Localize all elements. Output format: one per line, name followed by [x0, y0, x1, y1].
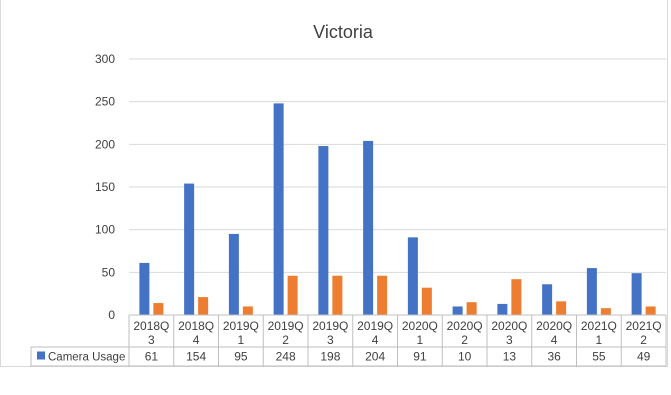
chart-frame: Victoria 0 50 100 150 200 250 300 2018Q 3 2018Q 4…: [0, 0, 668, 367]
mbs-usage-bar: [511, 279, 522, 315]
table-cell-value: 95: [234, 350, 248, 364]
camera-usage-bar: [184, 183, 195, 315]
camera-usage-bar: [542, 284, 553, 315]
y-tick-label: 100: [95, 223, 115, 237]
y-tick-label: 50: [102, 265, 116, 279]
x-category-label: 2021Q 1: [581, 319, 617, 347]
table-cell-value: 13: [503, 350, 517, 364]
mbs-usage-bar: [421, 287, 432, 315]
table-cell-value: 204: [365, 350, 385, 364]
y-tick-label: 0: [108, 308, 115, 322]
mbs-usage-bar: [242, 306, 253, 315]
gridlines: [129, 58, 666, 316]
camera-usage-bar: [452, 306, 463, 315]
bars: [139, 103, 656, 315]
table-cell-value: 49: [637, 350, 651, 364]
chart-svg: Victoria 0 50 100 150 200 250 300 2018Q 3 2018Q 4…: [30, 22, 667, 367]
x-category-label: 2019Q 3: [312, 319, 348, 347]
mbs-usage-bar: [556, 301, 567, 315]
table-cell-value: 248: [276, 350, 296, 364]
y-tick-label: 250: [95, 95, 115, 109]
mbs-usage-bar: [466, 302, 477, 315]
table-cell-value: 55: [592, 350, 606, 364]
x-category-label: 2018Q 4: [178, 319, 214, 347]
legend-swatch: [37, 351, 45, 360]
x-category-label: 2019Q 1: [223, 319, 259, 347]
camera-usage-bar: [273, 103, 284, 315]
camera-usage-bar: [631, 273, 642, 315]
x-category-label: 2021Q 2: [626, 319, 662, 347]
table-cell-value: 198: [320, 350, 340, 364]
y-tick-label: 150: [95, 180, 115, 194]
mbs-usage-bar: [645, 306, 656, 315]
camera-usage-bar: [407, 237, 418, 315]
x-category-label: 2020Q 3: [491, 319, 527, 347]
chart-title: Victoria: [313, 22, 374, 42]
x-category-label: 2019Q 4: [357, 319, 393, 347]
x-category-label: 2018Q 3: [133, 319, 169, 347]
table-cell-value: 61: [145, 350, 159, 364]
y-axis-ticks: 0 50 100 150 200 250 300: [95, 52, 115, 322]
x-category-label: 2020Q 4: [536, 319, 572, 347]
x-category-label: 2019Q 2: [268, 319, 304, 347]
camera-usage-bar: [586, 268, 597, 315]
camera-usage-bar: [139, 262, 150, 315]
camera-usage-bar: [363, 140, 374, 315]
camera-usage-bar: [318, 146, 329, 315]
table-cell-value: 36: [547, 350, 561, 364]
y-tick-label: 200: [95, 137, 115, 151]
series-label: Camera Usage: [48, 352, 125, 364]
mbs-usage-bar: [332, 275, 343, 315]
mbs-usage-bar: [287, 275, 298, 315]
table-cell-value: 10: [458, 350, 472, 364]
x-category-label: 2020Q 2: [447, 319, 483, 347]
y-tick-label: 300: [95, 52, 115, 66]
camera-usage-bar: [228, 233, 239, 315]
table-cell-value: 91: [413, 350, 427, 364]
mbs-usage-bar: [377, 275, 388, 315]
x-category-label: 2020Q 1: [402, 319, 438, 347]
data-table: 2018Q 3 2018Q 4 2019Q 1 2019Q 2 2019Q 3 2019Q 4 2020…: [30, 314, 667, 367]
mbs-usage-bar: [153, 303, 164, 315]
camera-usage-bar: [497, 303, 508, 315]
table-cell-value: 154: [186, 350, 206, 364]
mbs-usage-bar: [198, 297, 209, 315]
mbs-usage-bar: [600, 308, 611, 315]
